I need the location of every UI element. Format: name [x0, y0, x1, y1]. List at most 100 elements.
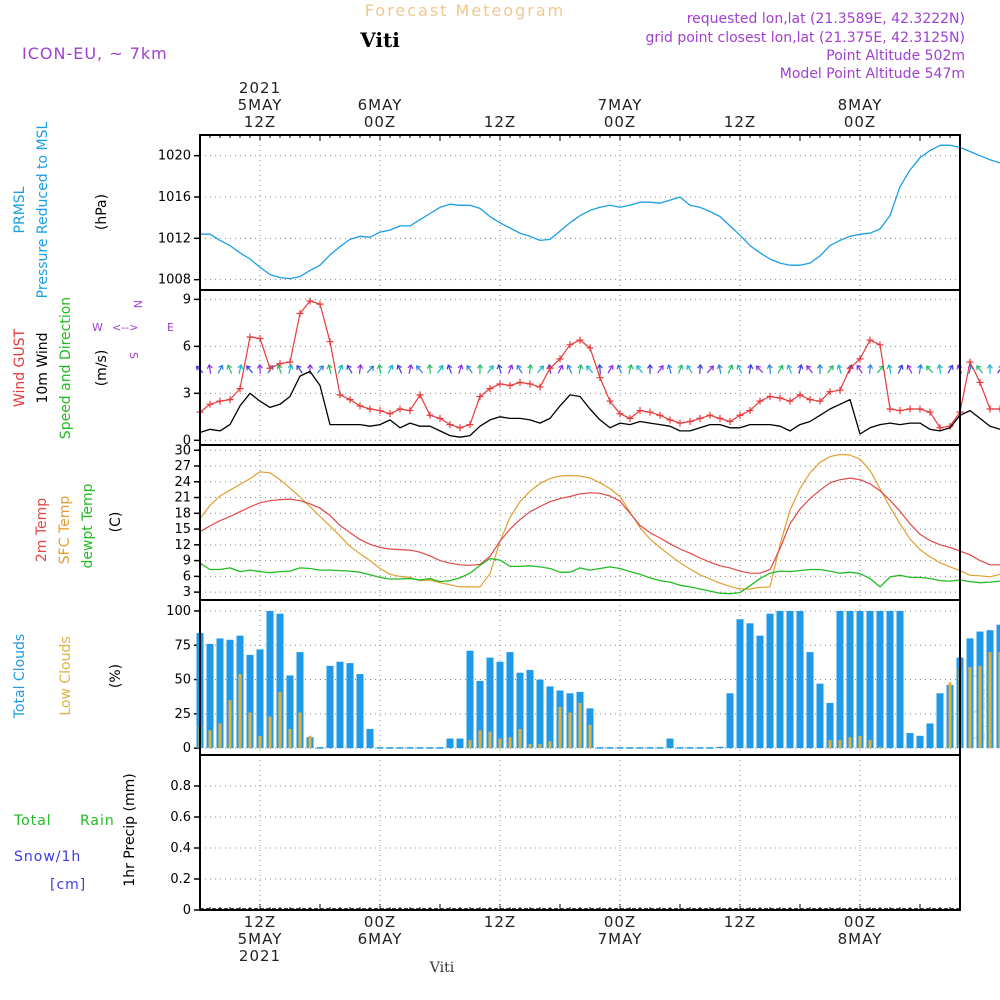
- temp-unit: (C): [108, 512, 124, 533]
- wind-direction-arrow: [457, 364, 464, 374]
- total-cloud-bar: [786, 610, 794, 749]
- gust-marker: [526, 380, 534, 388]
- total-cloud-bar: [206, 643, 214, 749]
- wind-direction-arrow: [856, 364, 863, 374]
- pressure-line: [200, 144, 1000, 280]
- wind-arrow-shaft: [968, 365, 972, 374]
- gust-marker: [416, 391, 424, 399]
- wind-direction-label: Speed and Direction: [58, 297, 74, 439]
- wind-direction-arrow: [487, 365, 494, 374]
- wind-arrow-head: [457, 364, 464, 370]
- wind-direction-arrow: [917, 363, 924, 374]
- total-cloud-bar: [496, 661, 504, 749]
- low-cloud-bar: [878, 746, 882, 749]
- total-cloud-bar: [286, 675, 294, 749]
- wind-arrow-head: [867, 363, 874, 369]
- wind-direction-arrow: [426, 363, 433, 374]
- gust-marker: [446, 421, 454, 429]
- low-cloud-bar: [518, 728, 522, 749]
- wind-direction-arrow: [536, 365, 545, 374]
- gust-marker: [856, 355, 864, 363]
- bottom-time-label: 00Z: [844, 913, 876, 931]
- wind-arrow-shaft: [599, 365, 601, 374]
- y-tick-label: 6: [183, 339, 191, 354]
- total-cloud-bar: [796, 610, 804, 749]
- wind-direction-arrow: [276, 364, 283, 374]
- bottom-time-label: 5MAY: [238, 930, 283, 948]
- low-cloud-bar: [248, 712, 252, 749]
- wind-arrow-shaft: [777, 366, 783, 374]
- wind-arrow-shaft: [668, 365, 672, 374]
- t2m-line: [199, 477, 1000, 574]
- gust-marker: [886, 405, 894, 413]
- wind-arrow-shaft: [238, 365, 242, 374]
- gust-marker: [896, 407, 904, 415]
- y-tick-label: 100: [166, 604, 191, 619]
- wind-direction-arrow: [986, 363, 993, 374]
- bottom-time-label: 6MAY: [358, 930, 403, 948]
- total-cloud-bar: [676, 747, 684, 749]
- total-cloud-bar: [226, 639, 234, 749]
- total-cloud-bar: [656, 747, 664, 749]
- temp-dewpt-label: dewpt Temp: [80, 483, 96, 568]
- wind-arrow-head: [226, 364, 232, 370]
- wind-arrow-head: [396, 364, 402, 370]
- wind-direction-arrow: [496, 364, 503, 374]
- wind-arrow-head: [886, 363, 893, 370]
- wind-direction-arrow: [477, 363, 484, 374]
- wind-direction-arrow: [296, 364, 303, 374]
- total-cloud-bar: [366, 728, 374, 749]
- wind-arrow-shaft: [628, 365, 632, 374]
- low-cloud-bar: [558, 706, 562, 749]
- total-cloud-bar: [246, 654, 254, 749]
- total-cloud-bar: [666, 738, 674, 749]
- wind-arrow-shaft: [637, 366, 643, 374]
- total-cloud-bar: [396, 747, 404, 749]
- low-clouds-label: Low Clouds: [58, 636, 74, 715]
- wind-direction-arrow: [677, 364, 684, 374]
- wind-arrow-head: [925, 365, 931, 371]
- wind-arrow-head: [976, 365, 982, 371]
- station-name: Viti: [359, 28, 400, 52]
- wind-arrow-head: [716, 363, 723, 370]
- wind-arrow-shaft: [408, 365, 412, 374]
- gust-marker: [746, 407, 754, 415]
- gust-marker: [816, 397, 824, 405]
- gust-marker: [366, 405, 374, 413]
- wind-arrow-shaft: [838, 365, 842, 374]
- requested-location: requested lon,lat (21.3589E, 42.3222N): [687, 11, 965, 27]
- wind-arrow-shaft: [607, 366, 613, 374]
- y-tick-label: 24: [174, 475, 191, 490]
- gust-marker: [976, 378, 984, 386]
- total-cloud-bar: [826, 702, 834, 749]
- wind-arrow-head: [816, 363, 823, 369]
- low-cloud-bar: [228, 700, 232, 749]
- wind-arrow-shaft: [328, 365, 332, 374]
- low-cloud-bar: [948, 682, 952, 749]
- wind-arrow-head: [697, 363, 704, 369]
- gust-marker: [716, 414, 724, 422]
- total-cloud-bar: [636, 747, 644, 749]
- wind-arrow-shaft: [487, 366, 493, 374]
- gust-marker: [676, 419, 684, 427]
- wind-arrow-head: [376, 363, 383, 370]
- gust-marker: [456, 424, 464, 432]
- wind-direction-arrow: [777, 364, 784, 374]
- wind-arrow-head: [346, 364, 352, 370]
- panel-frame: [199, 134, 961, 291]
- total-cloud-bar: [646, 747, 654, 749]
- y-tick-label: 1016: [158, 190, 191, 205]
- total-clouds-label: Total Clouds: [12, 634, 28, 719]
- wind-arrow-head: [488, 365, 494, 371]
- gust-marker: [546, 364, 554, 372]
- wind-arrow-shaft: [748, 365, 752, 374]
- clouds-panel: Total Clouds Low Clouds (%) 0 25 50 75 100: [12, 599, 1000, 756]
- total-cloud-bar: [996, 624, 1000, 749]
- wind-arrow-head: [898, 364, 904, 370]
- wind-direction-arrow: [947, 364, 954, 374]
- low-cloud-bar: [238, 674, 242, 749]
- wind-arrow-head: [577, 363, 584, 370]
- total-cloud-bar: [936, 693, 944, 749]
- wind-direction-arrow: [716, 363, 723, 374]
